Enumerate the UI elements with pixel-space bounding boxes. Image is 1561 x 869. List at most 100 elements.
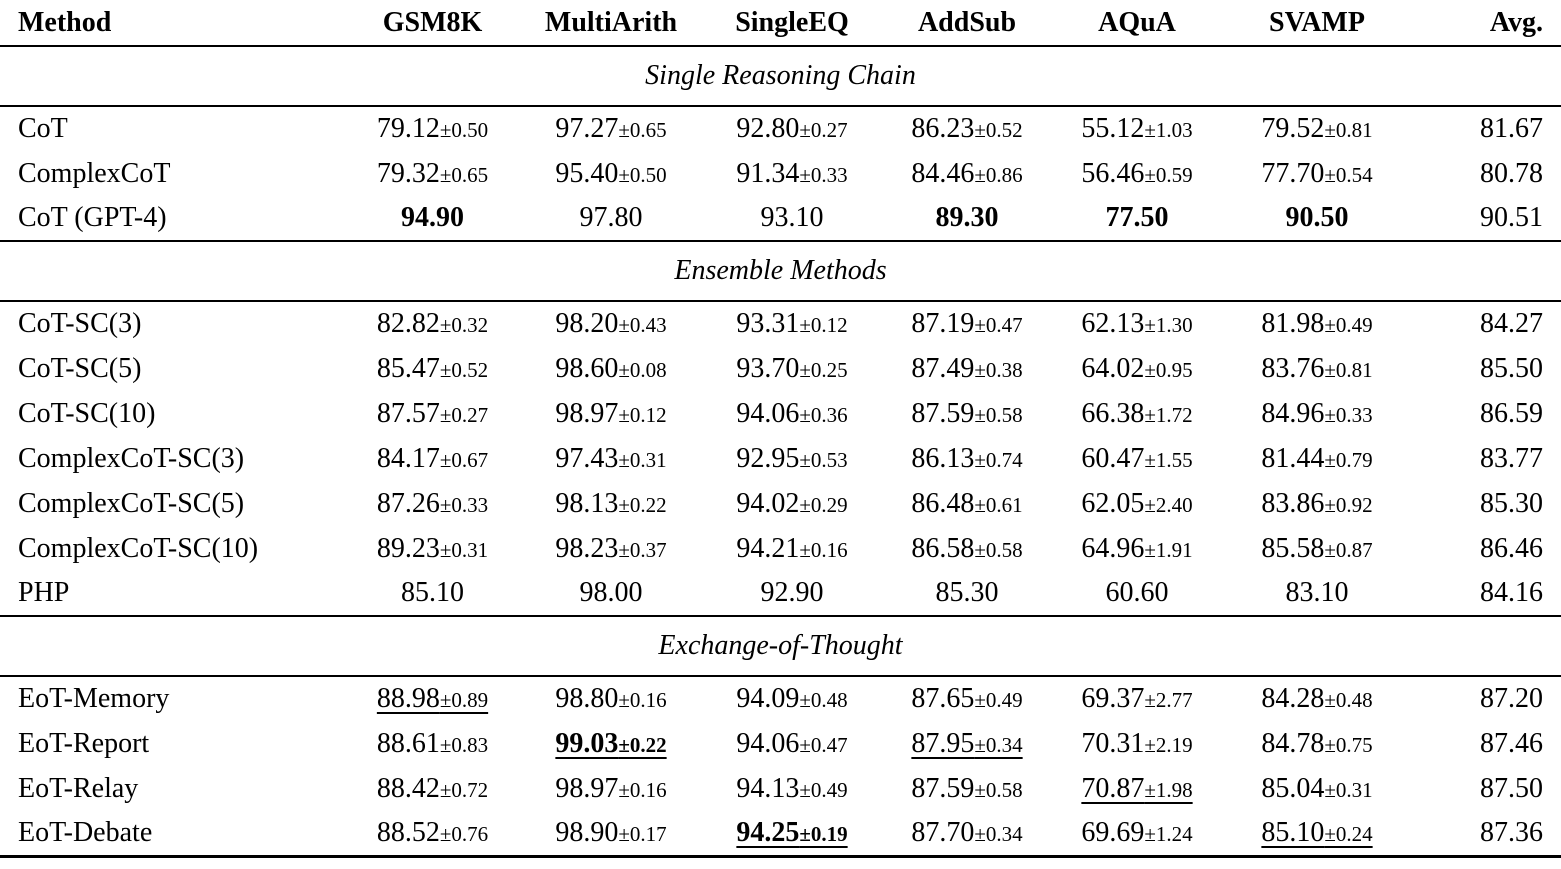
score-value: 62.05±2.40 <box>1081 487 1193 519</box>
value-cell: 84.17±0.67 <box>345 436 520 481</box>
score-value: 85.47±0.52 <box>376 352 489 384</box>
value-cell: 62.05±2.40 <box>1052 481 1222 526</box>
value-cell: 81.44±0.79 <box>1222 436 1412 481</box>
method-cell: CoT-SC(5) <box>18 352 142 384</box>
value-cell: 87.95±0.34 <box>882 721 1052 766</box>
value-cell: 81.67 <box>1412 106 1561 151</box>
table-row: ComplexCoT-SC(5) 87.26±0.33 98.13±0.22 94.0… <box>0 481 1561 526</box>
score-value: 86.46 <box>1480 532 1543 564</box>
score-value: 89.30 <box>935 202 999 233</box>
score-value: 94.09±0.48 <box>736 683 848 714</box>
score-value: 86.13±0.74 <box>911 442 1023 474</box>
score-value: 94.21±0.16 <box>736 532 848 564</box>
stddev-value: ±0.08 <box>618 357 667 382</box>
value-cell: 80.78 <box>1412 151 1561 196</box>
value-cell: 87.59±0.58 <box>882 391 1052 436</box>
stddev-value: ±1.55 <box>1144 447 1193 472</box>
column-header-multiarith: MultiArith <box>520 0 702 47</box>
stddev-value: ±0.52 <box>974 118 1023 142</box>
method-cell: EoT-Report <box>18 727 150 759</box>
method-cell: ComplexCoT-SC(10) <box>18 532 259 564</box>
value-cell: 77.70±0.54 <box>1222 151 1412 196</box>
stddev-value: ±0.81 <box>1324 118 1373 142</box>
stddev-value: ±0.24 <box>1324 821 1373 846</box>
value-cell: 86.48±0.61 <box>882 481 1052 526</box>
score-value: 87.57±0.27 <box>376 397 489 429</box>
stddev-value: ±0.92 <box>1324 492 1373 517</box>
stddev-value: ±1.24 <box>1144 821 1193 846</box>
stddev-value: ±0.32 <box>439 313 489 337</box>
stddev-value: ±1.03 <box>1144 118 1193 142</box>
score-value: 88.98±0.89 <box>376 683 489 714</box>
score-value: 86.59 <box>1480 397 1543 429</box>
score-value: 87.95±0.34 <box>911 727 1023 759</box>
value-cell: 88.98±0.89 <box>345 676 520 721</box>
table-row: PHP 85.10 98.00 92.90 85.30 60.60 83.10 84.16 <box>0 571 1561 616</box>
value-cell: 60.47±1.55 <box>1052 436 1222 481</box>
value-cell: 91.34±0.33 <box>702 151 882 196</box>
value-cell: 83.86±0.92 <box>1222 481 1412 526</box>
stddev-value: ±1.91 <box>1144 537 1193 562</box>
value-cell: 93.10 <box>702 196 882 241</box>
score-value: 84.17±0.67 <box>376 442 489 474</box>
value-cell: 92.80±0.27 <box>702 106 882 151</box>
value-cell: 86.59 <box>1412 391 1561 436</box>
stddev-value: ±0.89 <box>439 688 489 712</box>
score-value: 87.65±0.49 <box>911 683 1023 714</box>
value-cell: 81.98±0.49 <box>1222 301 1412 346</box>
value-cell: 94.25±0.19 <box>702 811 882 856</box>
stddev-value: ±1.98 <box>1144 777 1193 802</box>
section-title: Exchange-of-Thought <box>0 615 1561 677</box>
stddev-value: ±0.31 <box>618 447 667 472</box>
value-cell: 86.58±0.58 <box>882 526 1052 571</box>
value-cell: 98.20±0.43 <box>520 301 702 346</box>
column-header-svamp: SVAMP <box>1222 0 1412 47</box>
stddev-value: ±0.53 <box>799 447 848 472</box>
score-value: 98.97±0.12 <box>555 397 667 429</box>
value-cell: 66.38±1.72 <box>1052 391 1222 436</box>
value-cell: 86.23±0.52 <box>882 106 1052 151</box>
method-cell: ComplexCoT <box>18 157 171 189</box>
score-value: 87.36 <box>1480 816 1543 848</box>
table-row: ComplexCoT-SC(10) 89.23±0.31 98.23±0.37 94.… <box>0 526 1561 571</box>
value-cell: 60.60 <box>1052 571 1222 616</box>
value-cell: 79.52±0.81 <box>1222 106 1412 151</box>
stddev-value: ±0.33 <box>799 162 848 187</box>
stddev-value: ±0.33 <box>1324 402 1373 427</box>
score-value: 94.90 <box>401 202 464 233</box>
value-cell: 99.03±0.22 <box>520 721 702 766</box>
value-cell: 79.32±0.65 <box>345 151 520 196</box>
value-cell: 94.21±0.16 <box>702 526 882 571</box>
value-cell: 98.80±0.16 <box>520 676 702 721</box>
score-value: 87.49±0.38 <box>911 352 1023 384</box>
stddev-value: ±0.76 <box>439 821 489 846</box>
score-value: 98.60±0.08 <box>555 352 667 384</box>
column-header-addsub: AddSub <box>882 0 1052 47</box>
value-cell: 56.46±0.59 <box>1052 151 1222 196</box>
stddev-value: ±0.75 <box>1324 732 1373 757</box>
value-cell: 86.13±0.74 <box>882 436 1052 481</box>
value-cell: 83.10 <box>1222 571 1412 616</box>
stddev-value: ±0.52 <box>439 357 489 382</box>
value-cell: 87.59±0.58 <box>882 766 1052 811</box>
value-cell: 87.65±0.49 <box>882 676 1052 721</box>
value-cell: 88.52±0.76 <box>345 811 520 856</box>
method-cell: EoT-Debate <box>18 816 153 848</box>
score-value: 79.32±0.65 <box>376 157 489 189</box>
score-value: 98.13±0.22 <box>555 487 667 519</box>
value-cell: 83.76±0.81 <box>1222 346 1412 391</box>
section-title: Ensemble Methods <box>0 240 1561 302</box>
stddev-value: ±0.19 <box>799 821 848 846</box>
value-cell: 70.87±1.98 <box>1052 766 1222 811</box>
score-value: 84.27 <box>1480 308 1543 339</box>
stddev-value: ±0.38 <box>974 357 1023 382</box>
score-value: 94.25±0.19 <box>736 816 848 848</box>
value-cell: 94.90 <box>345 196 520 241</box>
stddev-value: ±0.49 <box>1324 313 1373 337</box>
stddev-value: ±0.12 <box>618 402 667 427</box>
score-value: 84.96±0.33 <box>1261 397 1373 429</box>
score-value: 85.30 <box>935 577 999 608</box>
method-cell: ComplexCoT-SC(3) <box>18 442 245 474</box>
value-cell: 84.27 <box>1412 301 1561 346</box>
score-value: 64.02±0.95 <box>1081 352 1193 384</box>
